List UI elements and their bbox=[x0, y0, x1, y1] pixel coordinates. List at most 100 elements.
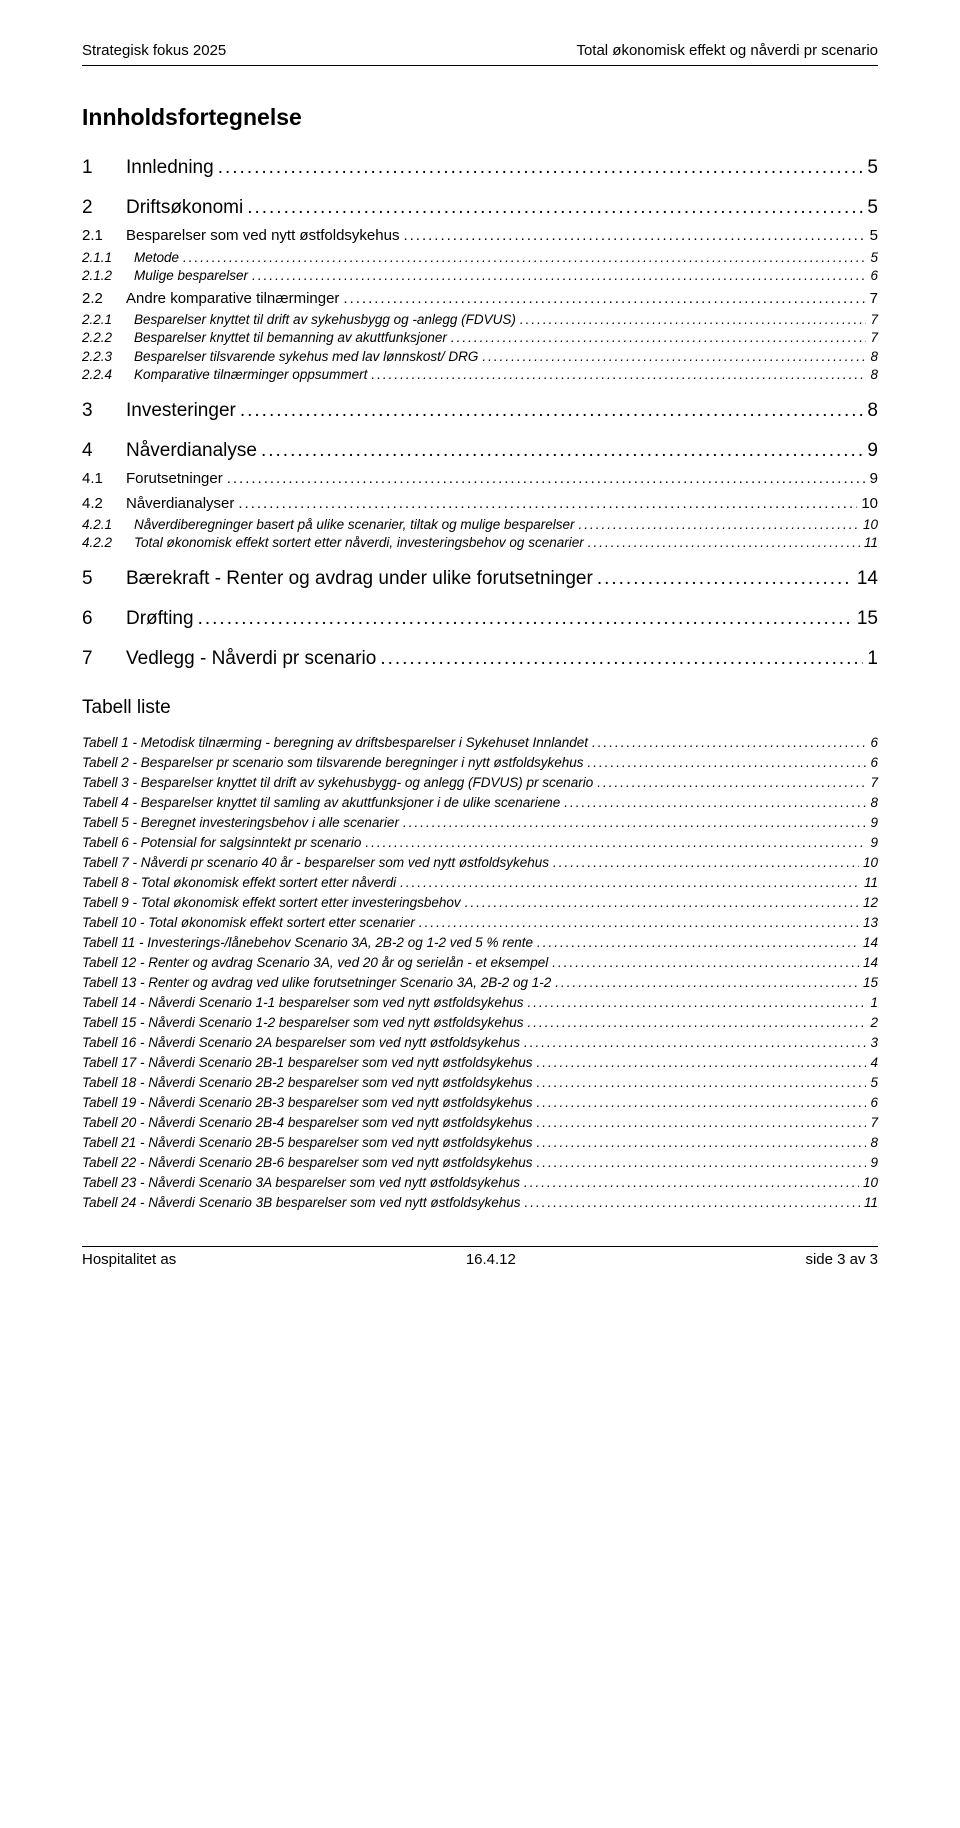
toc-entry-label: Besparelser tilsvarende sykehus med lav … bbox=[134, 348, 482, 366]
table-list-label: Tabell 3 - Besparelser knyttet til drift… bbox=[82, 773, 597, 793]
table-list-page: 5 bbox=[866, 1073, 878, 1093]
toc-entry[interactable]: 2.2.1Besparelser knyttet til drift av sy… bbox=[82, 311, 878, 329]
toc-entry-number: 4 bbox=[82, 438, 126, 464]
toc-leader-dots bbox=[252, 267, 866, 285]
toc-entry-page: 14 bbox=[853, 566, 878, 592]
toc-entry-page: 10 bbox=[859, 516, 878, 534]
toc-entry[interactable]: 4.2.1Nåverdiberegninger basert på ulike … bbox=[82, 516, 878, 534]
table-list-entry[interactable]: Tabell 6 - Potensial for salgsinntekt pr… bbox=[82, 833, 878, 853]
footer-left: Hospitalitet as bbox=[82, 1251, 176, 1268]
table-list-page: 11 bbox=[860, 873, 878, 893]
table-of-contents: 1Innledning52Driftsøkonomi52.1Besparelse… bbox=[82, 155, 878, 671]
table-list-page: 10 bbox=[859, 853, 878, 873]
table-list-page: 14 bbox=[859, 953, 878, 973]
toc-entry[interactable]: 4Nåverdianalyse 9 bbox=[82, 438, 878, 464]
toc-leader-dots bbox=[482, 348, 866, 366]
table-list-entry[interactable]: Tabell 9 - Total økonomisk effekt sorter… bbox=[82, 893, 878, 913]
table-list-entry[interactable]: Tabell 19 - Nåverdi Scenario 2B-3 bespar… bbox=[82, 1093, 878, 1113]
toc-entry[interactable]: 2.2.2Besparelser knyttet til bemanning a… bbox=[82, 329, 878, 347]
toc-entry[interactable]: 2.2.4Komparative tilnærminger oppsummert… bbox=[82, 366, 878, 384]
toc-entry[interactable]: 2Driftsøkonomi5 bbox=[82, 195, 878, 221]
toc-entry-label: Besparelser knyttet til bemanning av aku… bbox=[134, 329, 451, 347]
toc-entry[interactable]: 2.1.1Metode5 bbox=[82, 249, 878, 267]
table-list-entry[interactable]: Tabell 24 - Nåverdi Scenario 3B besparel… bbox=[82, 1193, 878, 1213]
toc-leader-dots bbox=[380, 646, 863, 672]
table-list-entry[interactable]: Tabell 23 - Nåverdi Scenario 3A besparel… bbox=[82, 1173, 878, 1193]
toc-entry[interactable]: 2.1Besparelser som ved nytt østfoldsykeh… bbox=[82, 226, 878, 246]
toc-leader-dots bbox=[555, 973, 859, 993]
table-list-entry[interactable]: Tabell 12 - Renter og avdrag Scenario 3A… bbox=[82, 953, 878, 973]
toc-leader-dots bbox=[527, 1013, 866, 1033]
toc-entry-page: 5 bbox=[866, 226, 878, 246]
toc-entry-label: Bærekraft - Renter og avdrag under ulike… bbox=[126, 566, 597, 592]
toc-entry-label: Drøfting bbox=[126, 606, 198, 632]
table-list-entry[interactable]: Tabell 1 - Metodisk tilnærming - beregni… bbox=[82, 733, 878, 753]
toc-entry[interactable]: 4.2.2Total økonomisk effekt sortert ette… bbox=[82, 534, 878, 552]
toc-entry-page: 9 bbox=[863, 438, 878, 464]
table-list-entry[interactable]: Tabell 16 - Nåverdi Scenario 2A besparel… bbox=[82, 1033, 878, 1053]
table-list-entry[interactable]: Tabell 20 - Nåverdi Scenario 2B-4 bespar… bbox=[82, 1113, 878, 1133]
table-list-entry[interactable]: Tabell 11 - Investerings-/lånebehov Scen… bbox=[82, 933, 878, 953]
table-list-entry[interactable]: Tabell 21 - Nåverdi Scenario 2B-5 bespar… bbox=[82, 1133, 878, 1153]
table-list-title: Tabell liste bbox=[82, 697, 878, 719]
toc-leader-dots bbox=[365, 833, 866, 853]
table-list-entry[interactable]: Tabell 15 - Nåverdi Scenario 1-2 bespare… bbox=[82, 1013, 878, 1033]
table-list-page: 9 bbox=[866, 813, 878, 833]
toc-leader-dots bbox=[537, 933, 859, 953]
toc-entry-number: 2.1 bbox=[82, 226, 126, 246]
table-list-entry[interactable]: Tabell 8 - Total økonomisk effekt sorter… bbox=[82, 873, 878, 893]
toc-entry[interactable]: 6Drøfting15 bbox=[82, 606, 878, 632]
toc-entry[interactable]: 4.2Nåverdianalyser10 bbox=[82, 494, 878, 514]
table-list-entry[interactable]: Tabell 17 - Nåverdi Scenario 2B-1 bespar… bbox=[82, 1053, 878, 1073]
toc-leader-dots bbox=[520, 311, 867, 329]
toc-entry[interactable]: 2.2Andre komparative tilnærminger7 bbox=[82, 289, 878, 309]
header-rule bbox=[82, 65, 878, 66]
toc-entry[interactable]: 2.1.2Mulige besparelser6 bbox=[82, 267, 878, 285]
toc-entry[interactable]: 1Innledning5 bbox=[82, 155, 878, 181]
page-footer: Hospitalitet as 16.4.12 side 3 av 3 bbox=[82, 1246, 878, 1268]
toc-entry[interactable]: 7Vedlegg - Nåverdi pr scenario1 bbox=[82, 646, 878, 672]
table-list-label: Tabell 20 - Nåverdi Scenario 2B-4 bespar… bbox=[82, 1113, 536, 1133]
header-left: Strategisk fokus 2025 bbox=[82, 42, 226, 59]
toc-entry-label: Besparelser som ved nytt østfoldsykehus bbox=[126, 226, 403, 246]
toc-entry-page: 8 bbox=[863, 398, 878, 424]
table-list-entry[interactable]: Tabell 4 - Besparelser knyttet til samli… bbox=[82, 793, 878, 813]
toc-entry-page: 7 bbox=[866, 289, 878, 309]
table-list-page: 13 bbox=[859, 913, 878, 933]
header-right: Total økonomisk effekt og nåverdi pr sce… bbox=[576, 42, 878, 59]
table-list-label: Tabell 13 - Renter og avdrag ved ulike f… bbox=[82, 973, 555, 993]
table-list-entry[interactable]: Tabell 5 - Beregnet investeringsbehov i … bbox=[82, 813, 878, 833]
table-list-page: 6 bbox=[866, 733, 878, 753]
toc-entry-number: 2.2.2 bbox=[82, 329, 134, 347]
table-list-entry[interactable]: Tabell 13 - Renter og avdrag ved ulike f… bbox=[82, 973, 878, 993]
table-list-entry[interactable]: Tabell 14 - Nåverdi Scenario 1-1 bespare… bbox=[82, 993, 878, 1013]
table-list-entry[interactable]: Tabell 18 - Nåverdi Scenario 2B-2 bespar… bbox=[82, 1073, 878, 1093]
table-list-entry[interactable]: Tabell 7 - Nåverdi pr scenario 40 år - b… bbox=[82, 853, 878, 873]
table-list-label: Tabell 5 - Beregnet investeringsbehov i … bbox=[82, 813, 403, 833]
toc-leader-dots bbox=[552, 953, 859, 973]
table-list-label: Tabell 16 - Nåverdi Scenario 2A besparel… bbox=[82, 1033, 524, 1053]
table-list-page: 15 bbox=[859, 973, 878, 993]
table-list-entry[interactable]: Tabell 2 - Besparelser pr scenario som t… bbox=[82, 753, 878, 773]
toc-leader-dots bbox=[597, 773, 866, 793]
table-list-entry[interactable]: Tabell 10 - Total økonomisk effekt sorte… bbox=[82, 913, 878, 933]
toc-leader-dots bbox=[403, 226, 865, 246]
toc-entry-label: Nåverdianalyse bbox=[126, 438, 261, 464]
toc-entry-number: 5 bbox=[82, 566, 126, 592]
toc-entry[interactable]: 4.1Forutsetninger9 bbox=[82, 469, 878, 489]
table-list-label: Tabell 15 - Nåverdi Scenario 1-2 bespare… bbox=[82, 1013, 527, 1033]
table-list-label: Tabell 7 - Nåverdi pr scenario 40 år - b… bbox=[82, 853, 553, 873]
toc-leader-dots bbox=[371, 366, 866, 384]
table-list-entry[interactable]: Tabell 3 - Besparelser knyttet til drift… bbox=[82, 773, 878, 793]
toc-leader-dots bbox=[597, 566, 853, 592]
toc-entry-number: 3 bbox=[82, 398, 126, 424]
toc-entry-number: 2.1.1 bbox=[82, 249, 134, 267]
toc-leader-dots bbox=[527, 993, 866, 1013]
table-list-entry[interactable]: Tabell 22 - Nåverdi Scenario 2B-6 bespar… bbox=[82, 1153, 878, 1173]
table-list-page: 8 bbox=[866, 1133, 878, 1153]
toc-entry[interactable]: 3Investeringer8 bbox=[82, 398, 878, 424]
toc-entry-number: 2.2 bbox=[82, 289, 126, 309]
toc-entry[interactable]: 5Bærekraft - Renter og avdrag under ulik… bbox=[82, 566, 878, 592]
document-page: Strategisk fokus 2025 Total økonomisk ef… bbox=[0, 0, 960, 1298]
toc-entry[interactable]: 2.2.3Besparelser tilsvarende sykehus med… bbox=[82, 348, 878, 366]
